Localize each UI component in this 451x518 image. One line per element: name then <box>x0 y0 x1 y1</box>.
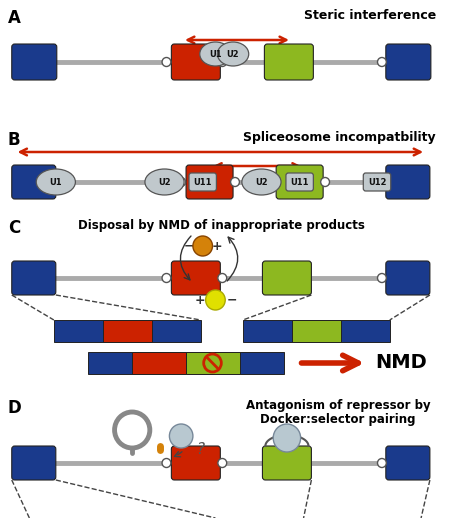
FancyBboxPatch shape <box>385 44 430 80</box>
Circle shape <box>217 57 226 66</box>
Ellipse shape <box>217 42 248 66</box>
FancyBboxPatch shape <box>385 165 429 199</box>
Text: D: D <box>8 399 22 417</box>
Text: Steric interference: Steric interference <box>303 9 435 22</box>
Circle shape <box>162 458 170 468</box>
FancyBboxPatch shape <box>285 173 313 191</box>
Circle shape <box>217 274 226 282</box>
Ellipse shape <box>199 42 230 66</box>
Text: −: − <box>226 294 237 307</box>
Text: +: + <box>194 294 205 307</box>
Text: −: − <box>184 239 194 252</box>
Circle shape <box>377 57 386 66</box>
FancyBboxPatch shape <box>12 261 55 295</box>
Text: C: C <box>8 219 20 237</box>
Text: U11: U11 <box>290 178 308 186</box>
Text: Docker:selector pairing: Docker:selector pairing <box>259 413 414 426</box>
Circle shape <box>162 57 170 66</box>
Ellipse shape <box>145 169 184 195</box>
Text: U2: U2 <box>226 50 239 59</box>
Text: U2: U2 <box>158 178 170 186</box>
Bar <box>102 320 152 342</box>
FancyBboxPatch shape <box>171 261 220 295</box>
FancyBboxPatch shape <box>186 165 233 199</box>
FancyBboxPatch shape <box>189 173 216 191</box>
FancyBboxPatch shape <box>262 446 311 480</box>
Bar <box>132 352 186 374</box>
FancyBboxPatch shape <box>171 44 220 80</box>
Circle shape <box>176 178 185 186</box>
FancyBboxPatch shape <box>12 44 57 80</box>
Text: A: A <box>8 9 21 27</box>
FancyBboxPatch shape <box>12 165 55 199</box>
Text: Spliceosome incompatbility: Spliceosome incompatbility <box>243 131 435 144</box>
Circle shape <box>205 290 225 310</box>
Text: ?: ? <box>195 442 203 457</box>
Text: NMD: NMD <box>374 353 426 372</box>
Circle shape <box>193 236 212 256</box>
FancyBboxPatch shape <box>276 165 322 199</box>
Circle shape <box>162 274 170 282</box>
Circle shape <box>230 178 239 186</box>
Text: U1: U1 <box>50 178 62 186</box>
Bar <box>88 352 283 374</box>
Bar <box>242 320 389 342</box>
Text: Disposal by NMD of inappropriate products: Disposal by NMD of inappropriate product… <box>78 219 364 232</box>
FancyBboxPatch shape <box>262 261 311 295</box>
Circle shape <box>377 458 386 468</box>
Text: U2: U2 <box>254 178 267 186</box>
Ellipse shape <box>241 169 281 195</box>
Text: B: B <box>8 131 20 149</box>
FancyBboxPatch shape <box>264 44 313 80</box>
Circle shape <box>377 274 386 282</box>
Bar <box>54 320 200 342</box>
Text: U11: U11 <box>193 178 212 186</box>
FancyBboxPatch shape <box>171 446 220 480</box>
Text: U12: U12 <box>367 178 386 186</box>
FancyBboxPatch shape <box>12 446 55 480</box>
Text: U1: U1 <box>209 50 221 59</box>
Text: +: + <box>212 239 222 252</box>
Circle shape <box>320 178 329 186</box>
Bar <box>186 352 239 374</box>
Circle shape <box>272 424 300 452</box>
Text: Antagonism of repressor by: Antagonism of repressor by <box>245 399 429 412</box>
Circle shape <box>169 424 193 448</box>
Circle shape <box>217 458 226 468</box>
FancyBboxPatch shape <box>385 446 429 480</box>
FancyBboxPatch shape <box>385 261 429 295</box>
Ellipse shape <box>36 169 75 195</box>
Bar <box>291 320 340 342</box>
FancyBboxPatch shape <box>363 173 390 191</box>
